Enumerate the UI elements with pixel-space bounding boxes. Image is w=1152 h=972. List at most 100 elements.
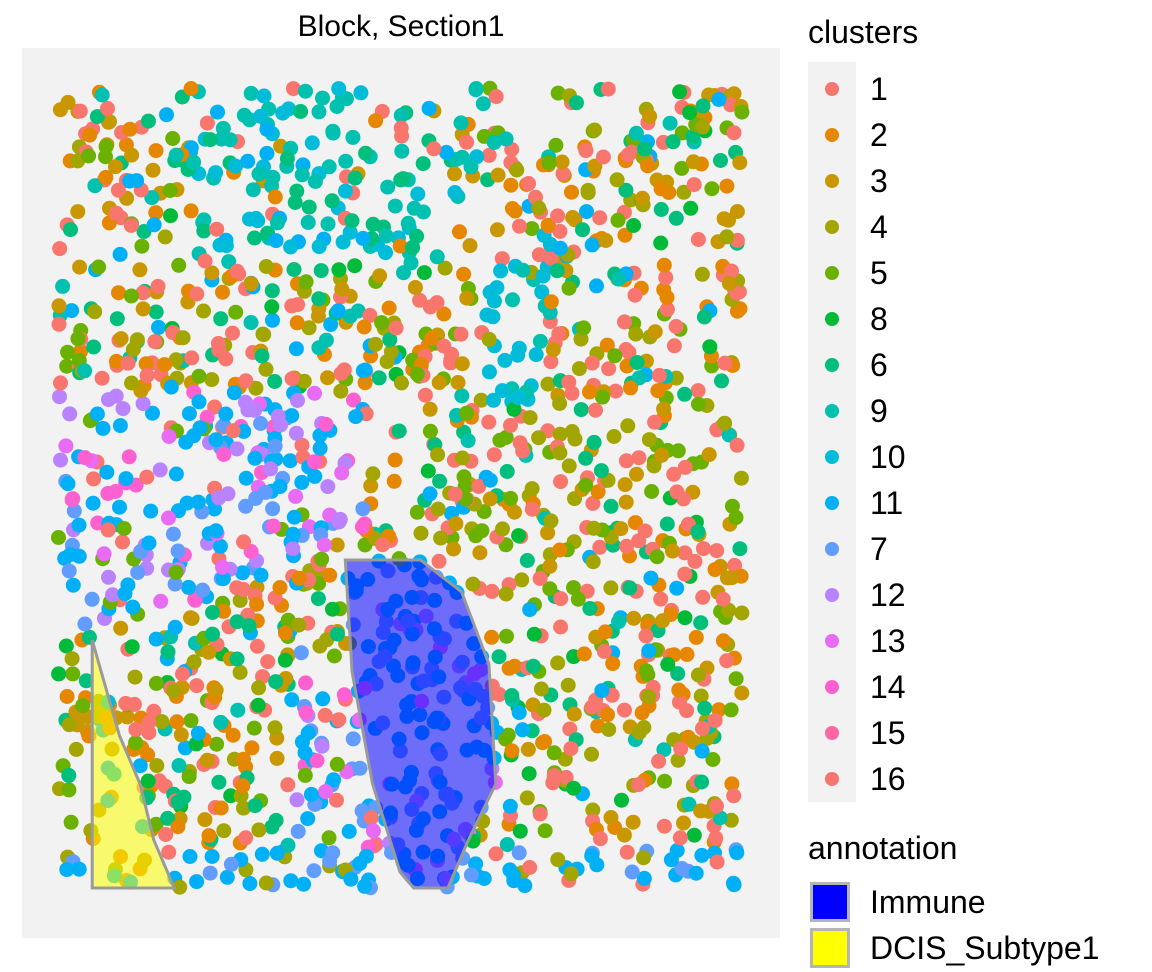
data-point [280,777,296,793]
data-point [522,860,538,875]
data-point [286,509,302,525]
legend-dot-icon [825,680,839,694]
data-point [141,714,157,730]
data-point [280,837,296,853]
data-point [229,580,245,596]
data-point [229,441,245,457]
data-point [582,384,597,400]
data-point [232,664,248,680]
data-point [145,162,161,178]
data-point [172,879,188,895]
data-point [688,865,704,881]
data-point [531,430,547,446]
data-point [329,99,345,114]
data-point [629,355,645,370]
data-point [524,221,540,237]
data-point [138,356,154,372]
data-point [506,401,522,417]
legend-label: 11 [870,485,904,521]
data-point [454,356,470,372]
data-point [524,501,540,517]
data-point [446,541,461,557]
data-point [230,702,246,718]
data-point [235,778,251,794]
legend-dot-icon [825,634,839,648]
data-point [378,228,394,244]
scatter-plot [22,48,780,938]
data-point [394,143,410,159]
legend-dot-icon [825,312,839,326]
data-point [631,450,647,466]
data-point [711,92,727,107]
data-point [192,420,208,436]
data-point [323,316,339,332]
data-point [368,113,384,129]
data-point [215,120,231,136]
data-point [552,240,568,256]
data-point [101,114,116,130]
data-point [313,263,329,279]
data-point [690,524,706,540]
legend-dot-icon [825,542,839,556]
data-point [148,675,164,691]
data-point [78,673,94,689]
data-point [148,631,164,647]
data-point [447,166,462,182]
data-point [347,170,363,186]
data-point [269,845,285,861]
data-point [213,714,229,730]
data-point [734,605,750,621]
data-point [695,589,711,605]
data-point [391,423,407,439]
data-point [288,425,304,441]
data-point [504,201,520,216]
data-point [618,494,634,510]
data-point [590,484,606,500]
data-point [560,677,576,693]
legend-dot-icon [825,726,839,740]
data-point [63,222,78,238]
data-point [482,472,498,488]
data-point [123,288,139,304]
data-point [393,107,409,123]
data-point [498,586,514,602]
data-point [110,182,126,198]
data-point [406,200,422,216]
data-point [709,798,724,814]
data-point [216,447,232,462]
data-point [91,259,107,275]
data-point [584,746,599,762]
data-point [122,121,138,137]
data-point [298,274,314,290]
data-point [668,210,684,226]
data-point [719,178,735,194]
data-point [100,522,116,538]
data-point [294,474,310,490]
data-point [159,107,174,123]
data-point [436,306,452,322]
data-point [573,331,589,347]
data-point [413,525,429,541]
data-point [267,374,283,389]
data-point [674,861,690,876]
clusters-legend-title: clusters [808,14,919,50]
data-point [658,270,674,286]
data-point [484,583,500,599]
data-point [146,217,162,233]
data-point [628,125,644,141]
data-point [168,147,184,163]
data-point [51,316,67,332]
data-point [463,867,479,883]
data-point [642,108,658,124]
data-point [719,229,735,245]
data-point [63,814,79,830]
data-point [537,823,553,839]
data-point [58,638,74,654]
data-point [708,830,724,846]
data-point [236,107,252,123]
data-point [605,656,621,672]
data-point [431,375,447,391]
data-point [355,230,371,246]
data-point [520,741,536,757]
data-point [144,190,160,206]
